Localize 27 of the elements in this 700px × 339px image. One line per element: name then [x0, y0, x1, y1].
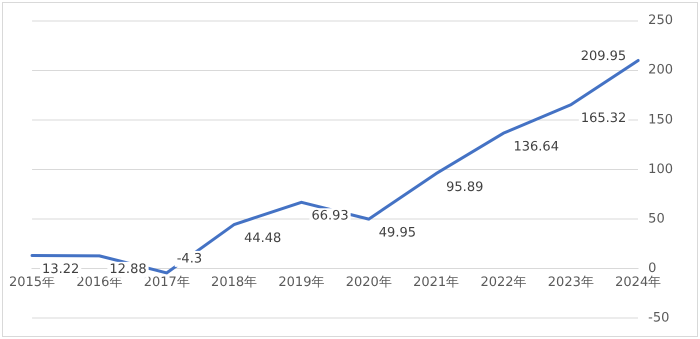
data-label: 165.32 — [580, 111, 626, 126]
x-tick-label: 2024年 — [615, 274, 662, 290]
y-tick-label: 50 — [648, 211, 665, 226]
x-tick-label: 2022年 — [480, 274, 527, 290]
y-tick-label: 150 — [648, 112, 674, 128]
y-tick-label: 250 — [648, 13, 674, 28]
data-label: 49.95 — [378, 225, 416, 240]
data-label: 13.22 — [42, 262, 80, 277]
x-tick-label: 2017年 — [144, 274, 190, 290]
data-label: 95.89 — [446, 180, 484, 195]
x-tick-label: 2015年 — [8, 274, 56, 290]
x-tick-label: 2019年 — [278, 274, 324, 290]
data-label: 44.48 — [244, 230, 282, 246]
data-label: 136.64 — [513, 140, 559, 155]
x-tick-label: 2016年 — [76, 274, 122, 290]
x-tick-label: 2020年 — [346, 274, 392, 290]
x-tick-label: 2023年 — [548, 274, 594, 290]
data-label: -4.3 — [176, 251, 202, 266]
data-label: 12.88 — [109, 262, 147, 278]
x-tick-label: 2021年 — [413, 274, 460, 290]
x-tick-label: 2018年 — [211, 274, 258, 290]
data-label: 209.95 — [580, 48, 626, 64]
y-tick-label: 100 — [648, 162, 674, 177]
y-tick-label: 0 — [648, 261, 656, 276]
y-tick-label: 200 — [648, 62, 674, 78]
y-tick-label: -50 — [648, 310, 670, 326]
data-label: 66.93 — [311, 208, 349, 224]
